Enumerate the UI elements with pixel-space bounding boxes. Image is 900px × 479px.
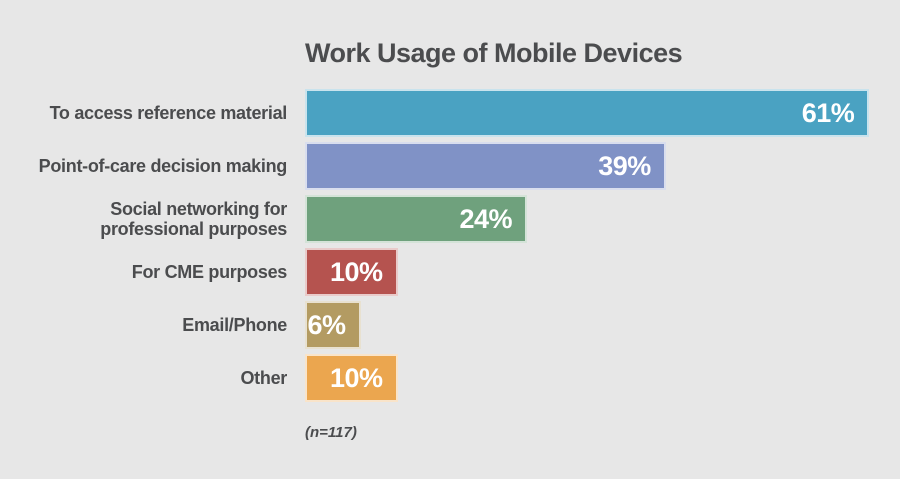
- chart-title: Work Usage of Mobile Devices: [305, 38, 683, 68]
- bar-track: 61%: [305, 89, 900, 138]
- bar: 61%: [305, 89, 870, 138]
- bar-track: 10%: [305, 354, 900, 403]
- bar: 10%: [305, 248, 398, 297]
- bar-track: 10%: [305, 248, 900, 297]
- chart-row: Social networking for professional purpo…: [0, 195, 900, 244]
- bar-value-label: 24%: [459, 203, 512, 234]
- bar-track: 39%: [305, 142, 900, 191]
- bar-rows: To access reference material 61% Point-of-…: [0, 89, 900, 403]
- chart-row: To access reference material 61%: [0, 89, 900, 138]
- bar: 24%: [305, 195, 527, 244]
- bar: 6%: [305, 301, 361, 350]
- bar-value-label: 61%: [801, 97, 855, 128]
- category-label: Email/Phone: [182, 314, 287, 335]
- bar: 10%: [305, 354, 398, 403]
- category-label: For CME purposes: [131, 261, 288, 282]
- chart-row: For CME purposes 10%: [0, 248, 900, 297]
- bar-value-label: 39%: [598, 150, 651, 181]
- chart-row: Point-of-care decision making 39%: [0, 142, 900, 191]
- bar-value-label: 10%: [329, 256, 383, 287]
- category-label: Other: [240, 367, 287, 388]
- sample-size-note: (n=117): [305, 424, 357, 442]
- bar-value-label: 6%: [307, 309, 346, 340]
- chart-row: Other 10%: [0, 354, 900, 403]
- bar-value-label: 10%: [329, 362, 383, 393]
- bar-track: 6%: [305, 301, 900, 350]
- bar: 39%: [305, 142, 666, 191]
- category-label: Social networking for professional purpo…: [100, 198, 287, 240]
- bar-track: 24%: [305, 195, 900, 244]
- category-label: Point-of-care decision making: [38, 155, 288, 176]
- chart-row: Email/Phone 6%: [0, 301, 900, 350]
- category-label: To access reference material: [49, 102, 288, 123]
